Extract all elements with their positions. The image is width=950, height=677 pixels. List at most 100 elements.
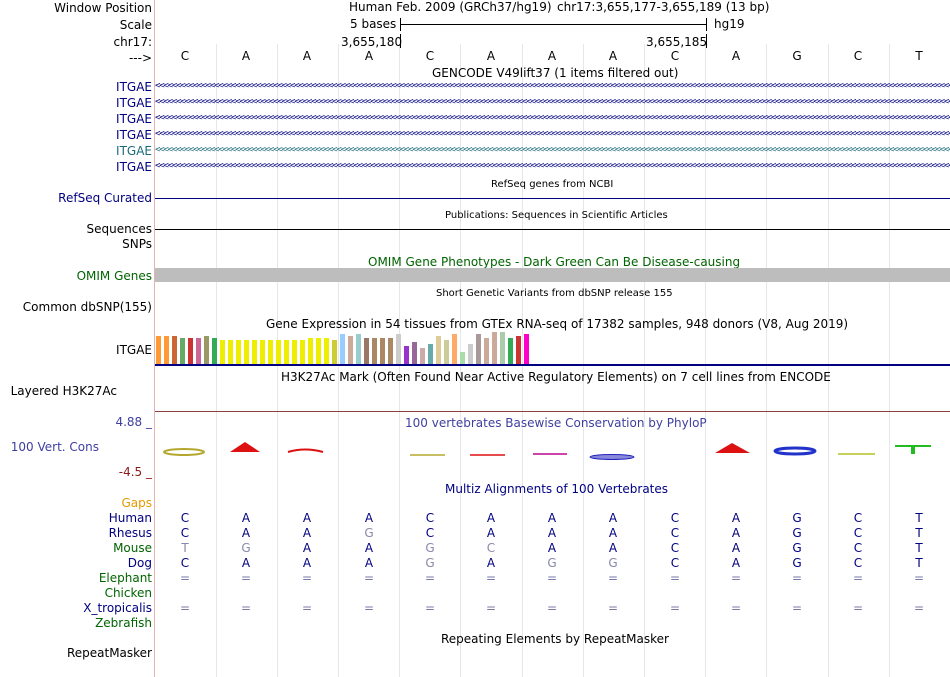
- label-phylop[interactable]: 100 Vert. Cons: [10, 440, 99, 454]
- gtex-tissue-bar[interactable]: [452, 334, 457, 364]
- label-snps[interactable]: SNPs: [122, 237, 152, 251]
- gtex-tissue-bar[interactable]: [220, 340, 225, 364]
- label-species-chicken[interactable]: Chicken: [104, 586, 152, 600]
- h3k27ac-title[interactable]: H3K27Ac Mark (Often Found Near Active Re…: [281, 370, 831, 384]
- label-chr: chr17:: [113, 35, 152, 49]
- gtex-tissue-bar[interactable]: [476, 334, 481, 364]
- gtex-tissue-bar[interactable]: [292, 340, 297, 364]
- gtex-tissue-bar[interactable]: [516, 336, 521, 364]
- gtex-tissue-bar[interactable]: [484, 338, 489, 364]
- gtex-tissue-bar[interactable]: [300, 340, 305, 364]
- gencode-transcript[interactable]: <<<<<<<<<<<<<<<<<<<<<<<<<<<<<<<<<<<<<<<<…: [155, 82, 950, 91]
- label-species-dog[interactable]: Dog: [127, 556, 152, 570]
- gtex-tissue-bar[interactable]: [404, 346, 409, 364]
- phylop-logo[interactable]: [155, 436, 950, 466]
- gtex-tissue-bar[interactable]: [428, 344, 433, 364]
- gtex-tissue-bar[interactable]: [460, 352, 465, 364]
- gtex-tissue-bar[interactable]: [420, 348, 425, 364]
- gtex-tissue-bar[interactable]: [372, 338, 377, 364]
- gtex-tissue-bar[interactable]: [444, 340, 449, 364]
- panel-divider[interactable]: [154, 0, 155, 677]
- alignment-base-mouse: A: [364, 541, 374, 555]
- label-gencode-itgae[interactable]: ITGAE: [116, 144, 152, 158]
- gtex-tissue-bar[interactable]: [468, 344, 473, 364]
- gtex-expression-chart[interactable]: [155, 331, 555, 364]
- label-gencode-itgae[interactable]: ITGAE: [116, 112, 152, 126]
- phylop-title[interactable]: 100 vertebrates Basewise Conservation by…: [405, 416, 707, 430]
- phylop-mark: [589, 454, 635, 460]
- gtex-tissue-bar[interactable]: [492, 332, 497, 364]
- gencode-transcript[interactable]: <<<<<<<<<<<<<<<<<<<<<<<<<<<<<<<<<<<<<<<<…: [155, 146, 950, 155]
- repeatmasker-title[interactable]: Repeating Elements by RepeatMasker: [441, 632, 669, 646]
- gencode-transcript[interactable]: <<<<<<<<<<<<<<<<<<<<<<<<<<<<<<<<<<<<<<<<…: [155, 130, 950, 139]
- gtex-title[interactable]: Gene Expression in 54 tissues from GTEx …: [266, 317, 849, 331]
- gtex-tissue-bar[interactable]: [244, 340, 249, 364]
- omim-title[interactable]: OMIM Gene Phenotypes - Dark Green Can Be…: [368, 255, 741, 269]
- label-species-zebrafish[interactable]: Zebrafish: [95, 616, 152, 630]
- track-display[interactable]: Human Feb. 2009 (GRCh37/hg19) chr17:3,65…: [155, 0, 950, 677]
- gtex-tissue-bar[interactable]: [252, 340, 257, 364]
- label-common-dbsnp[interactable]: Common dbSNP(155): [22, 300, 152, 314]
- gtex-tissue-bar[interactable]: [364, 338, 369, 364]
- label-gaps[interactable]: Gaps: [121, 496, 152, 510]
- gtex-tissue-bar[interactable]: [268, 340, 273, 364]
- gtex-tissue-bar[interactable]: [172, 336, 177, 364]
- refseq-title[interactable]: RefSeq genes from NCBI: [491, 179, 614, 190]
- gencode-title[interactable]: GENCODE V49lift37 (1 items filtered out): [432, 66, 679, 80]
- gtex-tissue-bar[interactable]: [500, 332, 505, 364]
- label-sequences[interactable]: Sequences: [86, 222, 152, 236]
- gtex-tissue-bar[interactable]: [156, 336, 161, 364]
- label-gtex-gene[interactable]: ITGAE: [116, 343, 152, 357]
- gtex-tissue-bar[interactable]: [348, 336, 353, 364]
- gtex-tissue-bar[interactable]: [436, 336, 441, 364]
- label-species-elephant[interactable]: Elephant: [98, 571, 152, 585]
- label-gencode-itgae[interactable]: ITGAE: [116, 160, 152, 174]
- label-gencode-itgae[interactable]: ITGAE: [116, 96, 152, 110]
- gtex-tissue-bar[interactable]: [380, 338, 385, 364]
- gtex-tissue-bar[interactable]: [316, 338, 321, 364]
- gtex-tissue-bar[interactable]: [356, 334, 361, 364]
- gtex-tissue-bar[interactable]: [332, 340, 337, 364]
- label-species-human[interactable]: Human: [108, 511, 152, 525]
- multiz-title[interactable]: Multiz Alignments of 100 Vertebrates: [445, 482, 669, 496]
- alignment-base-human: A: [302, 511, 312, 525]
- gtex-tissue-bar[interactable]: [340, 334, 345, 364]
- gencode-transcript[interactable]: <<<<<<<<<<<<<<<<<<<<<<<<<<<<<<<<<<<<<<<<…: [155, 114, 950, 123]
- label-gencode-itgae[interactable]: ITGAE: [116, 128, 152, 142]
- gtex-tissue-bar[interactable]: [180, 338, 185, 364]
- label-species-mouse[interactable]: Mouse: [113, 541, 152, 555]
- gtex-tissue-bar[interactable]: [412, 342, 417, 364]
- label-species-rhesus[interactable]: Rhesus: [108, 526, 152, 540]
- alignment-base-human: C: [425, 511, 435, 525]
- gtex-tissue-bar[interactable]: [212, 338, 217, 364]
- gtex-tissue-bar[interactable]: [204, 336, 209, 364]
- label-refseq[interactable]: RefSeq Curated: [58, 191, 152, 205]
- gtex-tissue-bar[interactable]: [508, 338, 513, 364]
- label-species-xtropicalis[interactable]: X_tropicalis: [83, 601, 152, 615]
- gtex-tissue-bar[interactable]: [524, 334, 529, 364]
- gtex-tissue-bar[interactable]: [324, 338, 329, 364]
- gtex-tissue-bar[interactable]: [396, 334, 401, 364]
- label-h3k27ac[interactable]: Layered H3K27Ac: [10, 384, 117, 398]
- label-gencode-itgae[interactable]: ITGAE: [116, 80, 152, 94]
- omim-gene-bar[interactable]: [155, 268, 950, 282]
- gencode-transcript[interactable]: <<<<<<<<<<<<<<<<<<<<<<<<<<<<<<<<<<<<<<<<…: [155, 162, 950, 171]
- gtex-tissue-bar[interactable]: [308, 338, 313, 364]
- label-repeatmasker[interactable]: RepeatMasker: [66, 646, 152, 660]
- gencode-transcript[interactable]: <<<<<<<<<<<<<<<<<<<<<<<<<<<<<<<<<<<<<<<<…: [155, 98, 950, 107]
- gtex-tissue-bar[interactable]: [196, 338, 201, 364]
- gtex-tissue-bar[interactable]: [236, 340, 241, 364]
- alignment-base-elephant: =: [730, 571, 742, 585]
- gtex-tissue-bar[interactable]: [164, 336, 169, 364]
- refseq-gene-line[interactable]: [155, 198, 950, 199]
- publications-title[interactable]: Publications: Sequences in Scientific Ar…: [445, 210, 668, 221]
- gtex-tissue-bar[interactable]: [388, 338, 393, 364]
- gtex-tissue-bar[interactable]: [228, 340, 233, 364]
- gtex-tissue-bar[interactable]: [260, 340, 265, 364]
- dbsnp-title[interactable]: Short Genetic Variants from dbSNP releas…: [436, 288, 673, 299]
- gtex-tissue-bar[interactable]: [276, 340, 281, 364]
- gtex-tissue-bar[interactable]: [188, 338, 193, 364]
- alignment-base-human: C: [670, 511, 680, 525]
- label-omim[interactable]: OMIM Genes: [76, 269, 152, 283]
- gtex-tissue-bar[interactable]: [284, 340, 289, 364]
